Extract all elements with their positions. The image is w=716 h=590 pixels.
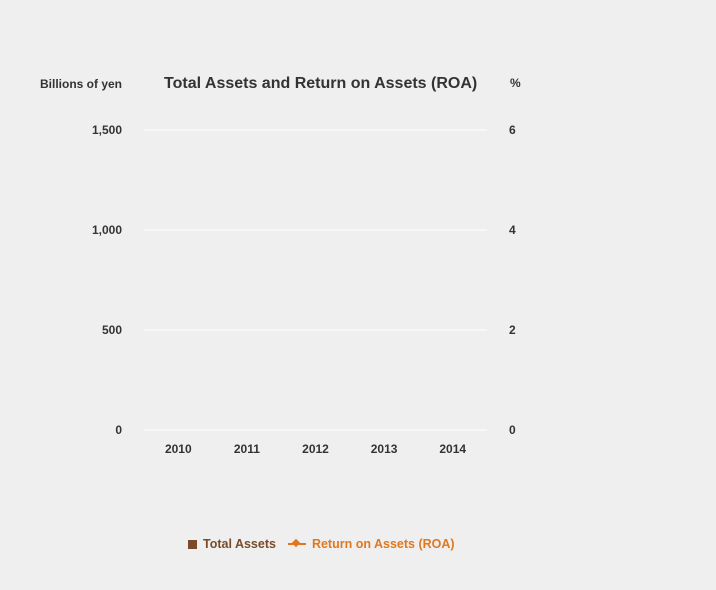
x-tick-label: 2010	[165, 442, 192, 456]
x-tick-label: 2011	[234, 442, 260, 456]
chart-title: Total Assets and Return on Assets (ROA)	[164, 75, 477, 92]
legend-label-total-assets: Total Assets	[203, 537, 276, 551]
y-left-tick-label: 500	[102, 323, 122, 337]
y-left-tick-label: 1,000	[92, 223, 122, 237]
y-left-tick-label: 1,500	[92, 123, 122, 137]
y-left-tick-label: 0	[115, 423, 122, 437]
line-diamond-icon	[287, 539, 306, 549]
legend-item-total-assets: Total Assets	[188, 537, 276, 551]
y-right-tick-label: 0	[509, 423, 516, 437]
x-ticks: 2010 2011 2012 2013 2014	[165, 442, 466, 456]
x-tick-label: 2013	[371, 442, 398, 456]
legend-label-roa: Return on Assets (ROA)	[311, 537, 455, 551]
legend-item-roa: Return on Assets (ROA)	[276, 537, 455, 551]
y-right-ticks: 0 2 4 6	[509, 123, 516, 437]
x-tick-label: 2014	[439, 442, 466, 456]
y-right-tick-label: 4	[509, 223, 516, 237]
y-left-ticks: 0 500 1,000 1,500	[92, 123, 122, 437]
gridlines	[144, 129, 487, 431]
square-icon	[188, 539, 197, 549]
y-right-tick-label: 2	[509, 323, 516, 337]
y-left-axis-label: Billions of yen	[40, 77, 122, 91]
y-right-tick-label: 6	[509, 123, 516, 137]
x-tick-label: 2012	[302, 442, 329, 456]
legend: Total Assets Return on Assets (ROA)	[188, 537, 455, 551]
y-right-axis-label: %	[510, 76, 521, 90]
